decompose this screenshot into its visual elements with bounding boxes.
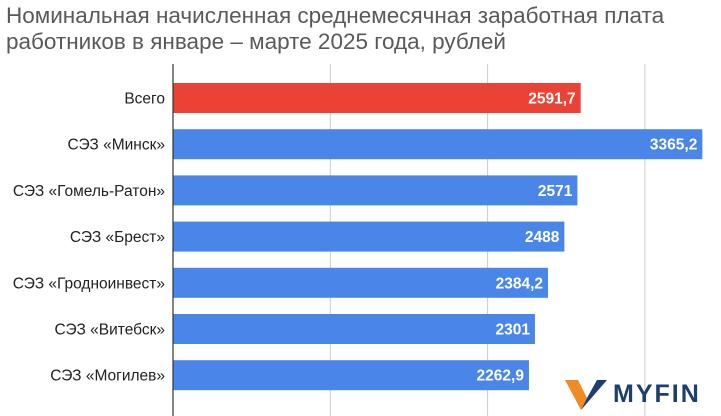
logo-text: MYFIN	[613, 380, 701, 408]
category-label: СЭЗ «Витебск»	[55, 322, 166, 339]
bar	[173, 360, 529, 391]
data-label: 3365,2	[650, 137, 697, 154]
data-label: 2262,9	[477, 368, 525, 385]
category-label: СЭЗ «Минск»	[67, 137, 165, 154]
category-labels: Всего СЭЗ «Минск» СЭЗ «Гомель-Ратон» СЭЗ «Б…	[13, 91, 165, 385]
category-label: СЭЗ «Гомель-Ратон»	[13, 183, 165, 200]
data-label: 2591,7	[528, 91, 575, 108]
bar	[173, 221, 565, 252]
category-label: СЭЗ «Гродноинвест»	[13, 275, 165, 292]
bars: 2591,7 3365,2 2571 2488 2384,2 2301 2262,9	[173, 83, 703, 391]
category-label: СЭЗ «Брест»	[70, 229, 165, 246]
category-label: Всего	[124, 91, 165, 108]
bar	[173, 267, 549, 298]
bar	[173, 129, 703, 160]
bar	[173, 314, 535, 344]
chart-title: Номинальная начисленная среднемесячная з…	[6, 3, 665, 54]
bar	[173, 83, 581, 113]
data-label: 2488	[525, 229, 560, 246]
category-label: СЭЗ «Могилев»	[50, 368, 165, 385]
data-label: 2571	[538, 183, 573, 200]
bar	[173, 175, 578, 206]
myfin-logo: MYFIN	[565, 376, 715, 412]
myfin-check-icon	[565, 380, 607, 410]
data-label: 2384,2	[496, 275, 543, 292]
data-label: 2301	[495, 322, 530, 339]
